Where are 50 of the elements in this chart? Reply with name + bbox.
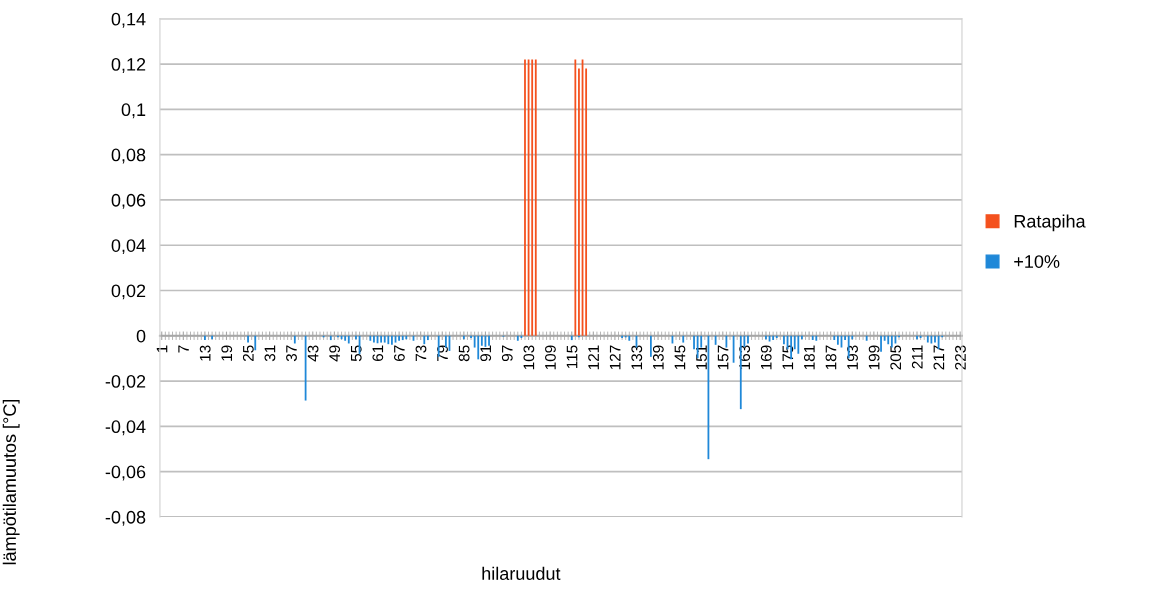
x-tick-label: 67 <box>393 345 405 362</box>
x-tick-label: 85 <box>458 345 470 362</box>
x-tick-label: 169 <box>760 345 772 370</box>
x-tick-label: 211 <box>911 345 923 369</box>
y-tick-label: 0,06 <box>111 193 146 209</box>
x-tick-label: 19 <box>221 345 233 361</box>
x-tick-label: 133 <box>631 345 643 370</box>
y-tick-label: -0,08 <box>105 510 146 526</box>
x-tick-label: 115 <box>566 345 578 368</box>
y-tick-label: -0,06 <box>105 465 146 481</box>
y-tick-label: 0,08 <box>111 148 146 164</box>
x-tick-label: 151 <box>696 345 707 370</box>
legend-label: +10% <box>1014 255 1060 268</box>
x-tick-label: 127 <box>609 345 621 370</box>
y-tick-label: -0,04 <box>105 420 146 436</box>
x-tick-label: 109 <box>545 345 556 370</box>
x-tick-label: 139 <box>652 345 664 370</box>
x-tick-label: 181 <box>803 345 815 370</box>
x-tick-label: 223 <box>955 345 966 370</box>
x-tick-label: 205 <box>890 345 902 370</box>
y-tick-label: 0,04 <box>111 239 146 255</box>
x-tick-label: 1 <box>156 345 168 353</box>
x-tick-label: 73 <box>415 345 427 362</box>
y-tick-label: 0,02 <box>111 284 146 300</box>
x-tick-label: 55 <box>350 345 362 362</box>
x-tick-label: 145 <box>674 345 686 370</box>
y-axis-title: lämpötilamuutos [°C] <box>2 399 20 565</box>
x-tick-label: 61 <box>372 345 384 362</box>
x-tick-label: 13 <box>199 345 211 361</box>
x-tick-label: 187 <box>825 345 837 370</box>
x-tick-label: 97 <box>501 345 513 362</box>
x-tick-label: 7 <box>178 345 189 353</box>
x-tick-label: 43 <box>307 345 319 362</box>
x-tick-label: 37 <box>286 345 297 362</box>
x-axis-title: hilaruudut <box>482 566 561 580</box>
y-tick-label: 0,1 <box>121 103 146 119</box>
x-tick-label: 49 <box>329 345 341 362</box>
x-tick-label: 25 <box>242 345 254 362</box>
y-tick-label: 0,12 <box>111 58 146 73</box>
x-tick-label: 157 <box>717 345 729 370</box>
y-tick-label: 0,14 <box>111 12 146 28</box>
y-tick-label: 0 <box>136 329 146 343</box>
y-tick-label: -0,02 <box>105 375 146 390</box>
x-tick-label: 91 <box>480 345 492 362</box>
legend-label: Ratapiha <box>1014 214 1086 232</box>
x-tick-label: 121 <box>588 345 599 370</box>
x-tick-label: 103 <box>523 345 535 370</box>
x-tick-label: 199 <box>868 345 880 370</box>
x-tick-label: 217 <box>933 345 945 370</box>
x-tick-label: 31 <box>264 345 276 362</box>
